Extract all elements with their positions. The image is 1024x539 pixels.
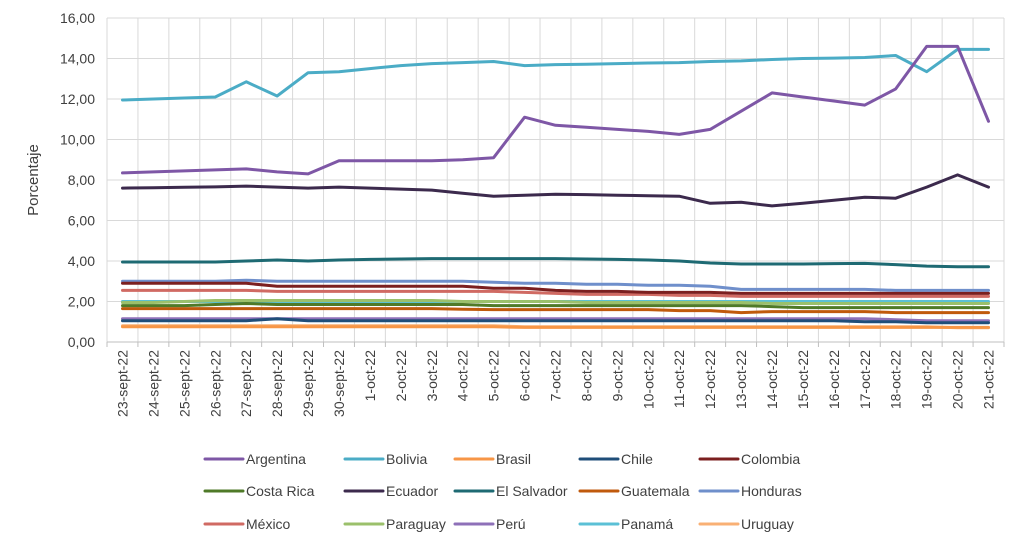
- x-tick-label: 19-oct-22: [919, 350, 935, 409]
- x-tick-label: 1-oct-22: [362, 350, 378, 402]
- legend-label-uruguay: Uruguay: [741, 516, 794, 532]
- series-lines: [121, 44, 990, 330]
- x-tick-label: 25-sept-22: [176, 350, 192, 417]
- x-tick-label: 9-oct-22: [609, 350, 625, 402]
- x-tick-label: 4-oct-22: [455, 350, 471, 402]
- x-tick-label: 11-oct-22: [671, 350, 687, 408]
- y-tick-label: 0,00: [68, 334, 95, 350]
- x-tick-label: 29-sept-22: [300, 350, 316, 417]
- series-line-chile: [121, 317, 990, 325]
- legend: Argentina Bolivia Brasil Chile Colombia Costa…: [203, 451, 802, 532]
- y-tick-label: 6,00: [68, 213, 95, 229]
- y-tick-label: 12,00: [60, 91, 95, 107]
- series-line-costa-rica: [121, 302, 990, 310]
- legend-label-chile: Chile: [621, 451, 653, 467]
- legend-label-peru: Perú: [496, 516, 526, 532]
- y-axis-title: Porcentaje: [25, 144, 42, 216]
- y-tick-label: 2,00: [68, 294, 95, 310]
- x-tick-label: 17-oct-22: [857, 350, 873, 409]
- y-tick-label: 4,00: [68, 253, 95, 269]
- legend-label-el-salvador: El Salvador: [496, 483, 568, 499]
- x-tick-label: 3-oct-22: [424, 350, 440, 402]
- series-line-bolivia: [121, 47, 990, 102]
- y-tick-label: 8,00: [68, 172, 95, 188]
- x-tick-label: 2-oct-22: [393, 350, 409, 402]
- x-tick-label: 21-oct-22: [981, 350, 997, 409]
- x-tick-label: 5-oct-22: [486, 350, 502, 402]
- series-line-honduras: [121, 278, 990, 292]
- y-tick-label: 14,00: [60, 51, 95, 67]
- series-line-guatemala: [121, 307, 990, 315]
- legend-label-costa-rica: Costa Rica: [246, 483, 315, 499]
- legend-label-panama: Panamá: [621, 516, 673, 532]
- legend-label-brasil: Brasil: [496, 451, 531, 467]
- x-tick-label: 10-oct-22: [640, 350, 656, 409]
- y-tick-label: 10,00: [60, 132, 95, 148]
- legend-label-colombia: Colombia: [741, 451, 800, 467]
- x-tick-label: 18-oct-22: [888, 350, 904, 409]
- x-axis-ticks: 23-sept-22 24-sept-22 25-sept-22 26-sept-22…: [114, 350, 996, 417]
- legend-label-mexico: México: [246, 516, 291, 532]
- x-tick-label: 30-sept-22: [331, 350, 347, 417]
- series-line-mexico: [121, 288, 990, 298]
- series-line-paraguay: [121, 299, 990, 305]
- x-tick-label: 27-sept-22: [238, 350, 254, 417]
- x-tick-label: 23-sept-22: [114, 350, 130, 417]
- x-tick-label: 6-oct-22: [517, 350, 533, 402]
- x-tick-label: 26-sept-22: [207, 350, 223, 417]
- legend-label-paraguay: Paraguay: [386, 516, 446, 532]
- x-tick-label: 15-oct-22: [795, 350, 811, 409]
- series-line-el-salvador: [121, 257, 990, 269]
- legend-label-guatemala: Guatemala: [621, 483, 690, 499]
- x-tick-label: 12-oct-22: [702, 350, 718, 409]
- x-tick-label: 28-sept-22: [269, 350, 285, 417]
- legend-label-argentina: Argentina: [246, 451, 306, 467]
- legend-label-ecuador: Ecuador: [386, 483, 438, 499]
- x-tick-label: 24-sept-22: [145, 350, 161, 417]
- legend-label-honduras: Honduras: [741, 483, 802, 499]
- x-tick-label: 20-oct-22: [950, 350, 966, 409]
- x-tick-label: 16-oct-22: [826, 350, 842, 409]
- legend-label-bolivia: Bolivia: [386, 451, 427, 467]
- series-line-colombia: [121, 281, 990, 295]
- y-axis-ticks: 0,00 2,00 4,00 6,00 8,00 10,00 12,00 14,00 16,00: [60, 10, 95, 350]
- y-tick-label: 16,00: [60, 10, 95, 26]
- x-tick-label: 14-oct-22: [764, 350, 780, 409]
- x-tick-label: 8-oct-22: [578, 350, 594, 402]
- series-line-argentina: [121, 44, 990, 176]
- x-tick-label: 7-oct-22: [548, 350, 564, 402]
- x-tick-label: 13-oct-22: [733, 350, 749, 409]
- series-line-brasil: [121, 325, 990, 329]
- series-line-ecuador: [121, 173, 990, 208]
